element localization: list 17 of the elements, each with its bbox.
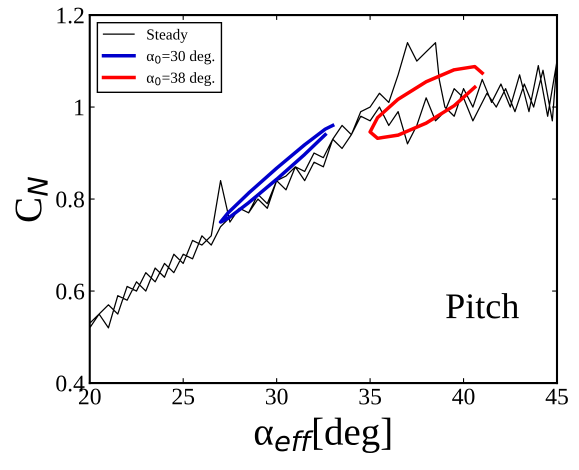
legend-label: α$_{0}$=38 deg. xyxy=(146,72,214,86)
line-series xyxy=(218,124,334,224)
x-tick-label: 25 xyxy=(172,388,194,405)
line-series xyxy=(368,64,484,140)
x-axis-title: α$_{eff}$[deg] xyxy=(254,418,390,454)
x-tick-label: 45 xyxy=(546,388,568,405)
y-tick-label: 1.2 xyxy=(57,8,84,24)
legend-label: Steady xyxy=(147,28,188,43)
legend-label: α$_{0}$=30 deg. xyxy=(146,50,214,64)
y-tick-label: 0.8 xyxy=(56,192,84,208)
annotation: Pitch xyxy=(446,293,519,318)
y-tick-label: 1 xyxy=(75,100,84,116)
y-axis-title: C$_{N}$ xyxy=(15,177,48,222)
x-tick-label: 35 xyxy=(359,388,381,405)
y-tick-label: 0.6 xyxy=(56,284,84,300)
x-tick-label: 40 xyxy=(452,388,474,405)
x-tick-label: 30 xyxy=(266,388,288,405)
